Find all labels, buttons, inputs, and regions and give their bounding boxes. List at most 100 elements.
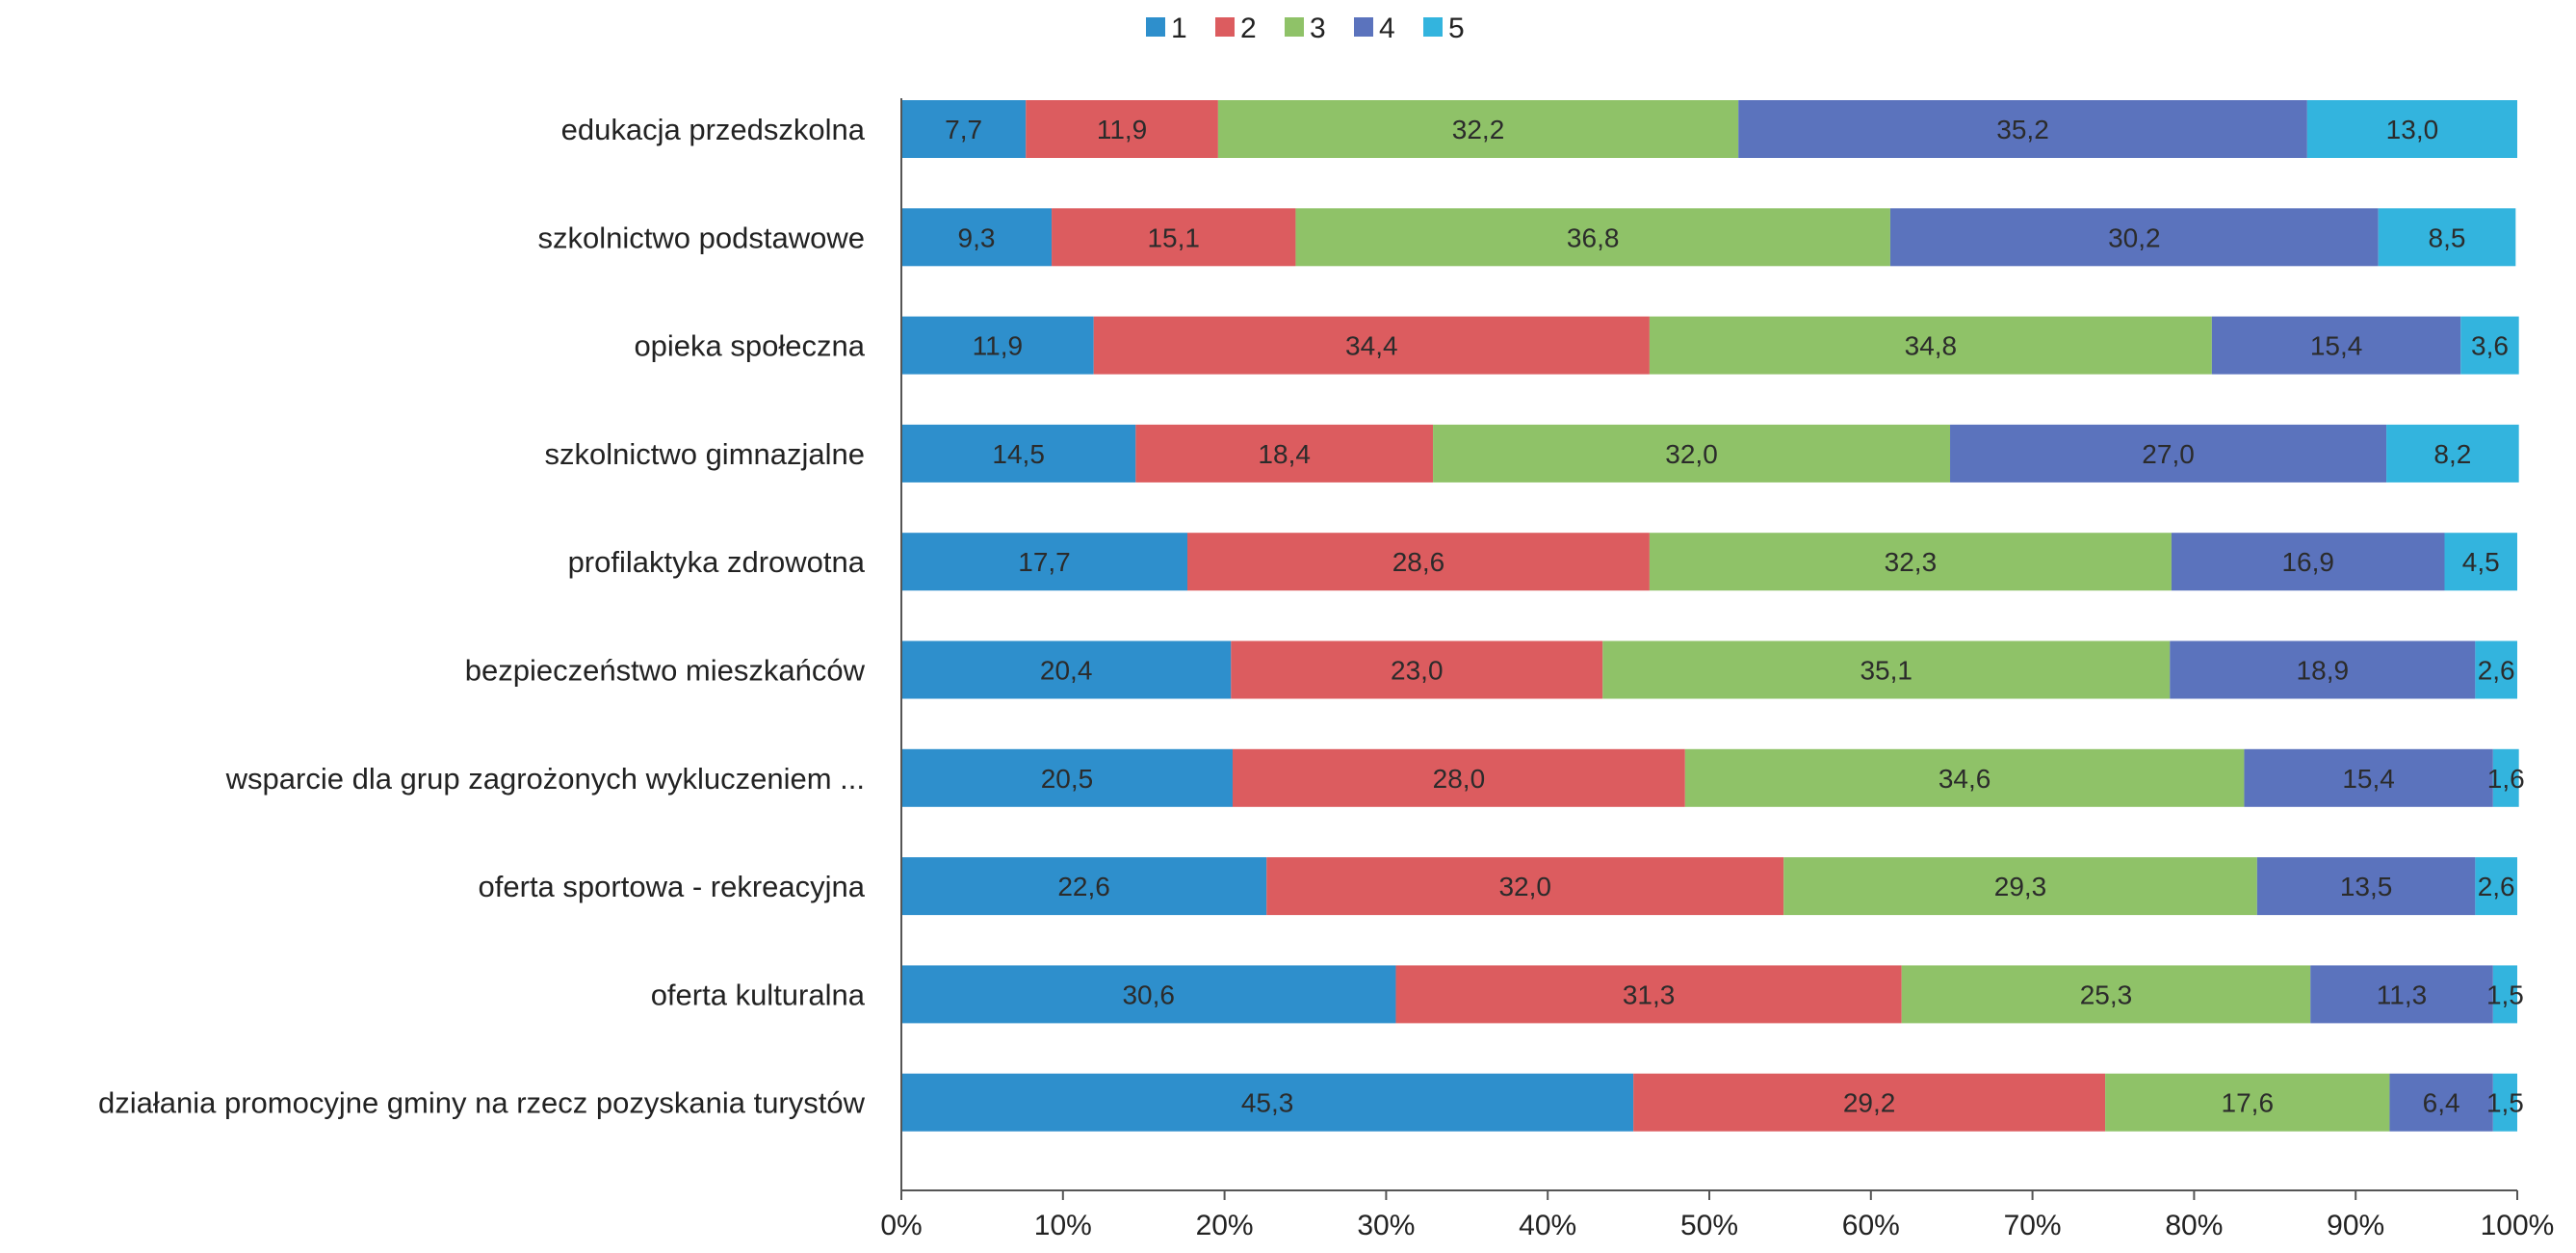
category-label: szkolnictwo podstawowe xyxy=(538,221,865,254)
data-label: 20,5 xyxy=(1041,764,1094,794)
x-axis: 0% 10% 20% 30% 40% 50% 60% 70% 80% 90% 100% xyxy=(880,98,2554,1241)
bar-segment-series-5 xyxy=(2378,208,2516,267)
legend-swatch-3 xyxy=(1285,17,1304,37)
x-tick-label: 40% xyxy=(1519,1210,1576,1241)
bar-segment-series-4 xyxy=(2244,748,2493,807)
x-tick-label: 90% xyxy=(2327,1210,2384,1241)
bar-segment-series-3 xyxy=(1295,208,1890,267)
data-label: 29,2 xyxy=(1843,1088,1896,1118)
category-label: oferta sportowa - rekreacyjna xyxy=(479,870,866,903)
category-label: oferta kulturalna xyxy=(651,978,866,1011)
bar-segment-series-4 xyxy=(2256,857,2476,916)
data-label: 30,6 xyxy=(1122,979,1175,1009)
bar-segment-series-1 xyxy=(901,965,1396,1024)
bar-row: 14,5 18,4 32,0 27,0 8,2 xyxy=(901,424,2519,483)
bar-segment-series-5 xyxy=(2386,424,2519,483)
x-tick-label: 100% xyxy=(2481,1210,2555,1241)
legend-swatch-1 xyxy=(1146,17,1165,37)
bar-segment-series-3 xyxy=(1649,533,2172,591)
data-label: 2,6 xyxy=(2478,656,2515,686)
legend: 1 2 3 4 5 xyxy=(1146,13,1465,44)
bar-segment-series-1 xyxy=(901,1073,1634,1132)
category-label: bezpieczeństwo mieszkańców xyxy=(465,654,866,688)
bar-segment-series-1 xyxy=(901,748,1233,807)
category-label: działania promocyjne gminy na rzecz pozy… xyxy=(98,1086,866,1120)
data-label: 11,3 xyxy=(2377,979,2427,1009)
bar-segment-series-4 xyxy=(2389,1073,2493,1132)
data-label: 34,4 xyxy=(1345,331,1398,361)
data-label: 4,5 xyxy=(2462,547,2500,577)
category-labels: edukacja przedszkolna szkolnictwo podstaw… xyxy=(98,113,866,1120)
category-label: edukacja przedszkolna xyxy=(561,113,866,146)
data-label: 28,6 xyxy=(1392,547,1445,577)
x-tick-label: 0% xyxy=(880,1210,922,1241)
data-label: 18,4 xyxy=(1258,439,1311,469)
bar-segment-series-3 xyxy=(1783,857,2257,916)
x-tick-label: 10% xyxy=(1034,1210,1092,1241)
data-label: 14,5 xyxy=(992,439,1045,469)
bar-segment-series-1 xyxy=(901,208,1053,267)
data-label: 22,6 xyxy=(1057,872,1110,901)
bar-segment-series-3 xyxy=(1684,748,2245,807)
legend-label-4: 4 xyxy=(1379,13,1395,44)
data-label: 16,9 xyxy=(2281,547,2334,577)
legend-swatch-4 xyxy=(1354,17,1373,37)
data-label: 1,6 xyxy=(2487,764,2525,794)
x-tick-label: 50% xyxy=(1680,1210,1738,1241)
data-label: 34,8 xyxy=(1905,331,1958,361)
bar-row: 20,4 23,0 35,1 18,9 2,6 xyxy=(901,640,2517,699)
bar-segment-series-2 xyxy=(1232,748,1685,807)
data-label: 2,6 xyxy=(2478,872,2515,901)
data-label: 15,4 xyxy=(2310,331,2363,361)
bar-segment-series-5 xyxy=(2492,748,2519,807)
bar-segment-series-2 xyxy=(1093,316,1650,375)
bar-segment-series-5 xyxy=(2492,965,2517,1024)
bar-segment-series-3 xyxy=(1602,640,2171,699)
x-tick-label: 70% xyxy=(2004,1210,2062,1241)
bar-segment-series-4 xyxy=(1950,424,2387,483)
bar-segment-series-4 xyxy=(1738,100,2307,158)
data-label: 45,3 xyxy=(1241,1088,1294,1118)
bar-segment-series-5 xyxy=(2492,1073,2517,1132)
data-label: 3,6 xyxy=(2471,331,2509,361)
bars: 7,7 11,9 32,2 35,2 13,0 9,3 15,1 36,8 30,2 8,5 11,… xyxy=(901,100,2525,1132)
bar-segment-series-1 xyxy=(901,100,1027,158)
category-label: opieka społeczna xyxy=(634,329,865,363)
data-label: 32,0 xyxy=(1665,439,1718,469)
legend-swatch-2 xyxy=(1215,17,1235,37)
bar-segment-series-3 xyxy=(1433,424,1951,483)
bar-segment-series-4 xyxy=(2211,316,2461,375)
data-label: 31,3 xyxy=(1623,979,1676,1009)
x-tick-label: 20% xyxy=(1196,1210,1254,1241)
bar-segment-series-3 xyxy=(1649,316,2212,375)
data-label: 9,3 xyxy=(958,222,996,252)
data-label: 11,9 xyxy=(973,331,1023,361)
bar-segment-series-5 xyxy=(2475,857,2517,916)
bar-segment-series-3 xyxy=(1901,965,2311,1024)
data-label: 27,0 xyxy=(2142,439,2195,469)
bar-row: 7,7 11,9 32,2 35,2 13,0 xyxy=(901,100,2517,158)
bar-segment-series-5 xyxy=(2475,640,2517,699)
data-label: 13,0 xyxy=(2386,115,2439,144)
bar-segment-series-1 xyxy=(901,424,1136,483)
data-label: 23,0 xyxy=(1391,656,1444,686)
legend-swatch-5 xyxy=(1423,17,1443,37)
x-tick-label: 30% xyxy=(1357,1210,1415,1241)
data-label: 17,6 xyxy=(2222,1088,2275,1118)
x-tick-label: 60% xyxy=(1842,1210,1900,1241)
bar-row: 11,9 34,4 34,8 15,4 3,6 xyxy=(901,316,2519,375)
bar-segment-series-1 xyxy=(901,533,1188,591)
data-label: 20,4 xyxy=(1040,656,1093,686)
bar-row: 9,3 15,1 36,8 30,2 8,5 xyxy=(901,208,2516,267)
data-label: 32,3 xyxy=(1885,547,1938,577)
bar-segment-series-4 xyxy=(2310,965,2493,1024)
bar-row: 22,6 32,0 29,3 13,5 2,6 xyxy=(901,857,2517,916)
bar-segment-series-2 xyxy=(1135,424,1434,483)
bar-segment-series-1 xyxy=(901,640,1232,699)
data-label: 28,0 xyxy=(1433,764,1486,794)
x-tick-label: 80% xyxy=(2165,1210,2223,1241)
data-label: 32,2 xyxy=(1452,115,1505,144)
data-label: 8,2 xyxy=(2433,439,2471,469)
data-label: 29,3 xyxy=(1994,872,2047,901)
